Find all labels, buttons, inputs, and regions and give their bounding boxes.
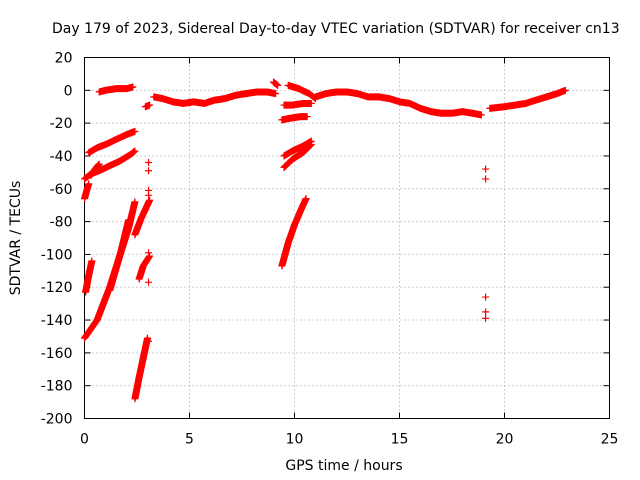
data-point bbox=[274, 81, 282, 89]
y-tick-label: 0 bbox=[64, 83, 73, 99]
data-point bbox=[145, 191, 153, 199]
data-point bbox=[302, 195, 310, 203]
data-segment-23 bbox=[482, 165, 490, 322]
x-tick-label: 0 bbox=[80, 432, 89, 448]
data-point bbox=[145, 278, 153, 286]
y-tick-label: -80 bbox=[50, 215, 73, 231]
data-segment-1 bbox=[141, 101, 154, 111]
data-segment-16 bbox=[131, 196, 154, 239]
data-point bbox=[482, 165, 490, 173]
y-tick-label: -20 bbox=[50, 116, 73, 132]
data-point bbox=[145, 159, 153, 167]
data-segment-11 bbox=[87, 160, 103, 180]
data-point bbox=[85, 180, 93, 188]
data-segment-9 bbox=[85, 127, 139, 157]
data-point bbox=[477, 111, 485, 119]
data-point bbox=[482, 175, 490, 183]
x-axis-label: GPS time / hours bbox=[285, 458, 402, 474]
axis-ticks bbox=[84, 57, 610, 419]
y-tick-label: -60 bbox=[50, 182, 73, 198]
y-tick-label: -160 bbox=[41, 346, 73, 362]
data-segment-17 bbox=[135, 252, 154, 283]
data-points bbox=[81, 78, 569, 403]
y-tick-label: -200 bbox=[41, 412, 73, 428]
data-point bbox=[303, 113, 311, 121]
data-point bbox=[144, 334, 151, 342]
x-tick-label: 15 bbox=[391, 432, 409, 448]
data-point bbox=[272, 90, 280, 98]
plot-frame bbox=[84, 57, 610, 419]
y-axis-label: SDTVAR / TECUs bbox=[8, 181, 24, 296]
data-point bbox=[129, 83, 137, 91]
y-tick-label: -100 bbox=[41, 247, 73, 263]
y-tick-label: -40 bbox=[50, 149, 73, 165]
data-point bbox=[146, 196, 154, 204]
y-tick-label: -140 bbox=[41, 313, 73, 329]
data-segment-15 bbox=[106, 198, 139, 295]
x-tick-label: 20 bbox=[496, 432, 514, 448]
data-segment-0 bbox=[95, 83, 137, 96]
x-tick-label: 25 bbox=[601, 432, 619, 448]
data-segment-13 bbox=[82, 257, 96, 296]
data-segment-8 bbox=[280, 99, 315, 109]
data-segment-19 bbox=[145, 159, 153, 345]
data-point bbox=[145, 167, 153, 175]
data-point bbox=[482, 308, 490, 316]
data-point bbox=[131, 147, 139, 155]
data-segment-7 bbox=[278, 113, 311, 124]
data-point bbox=[561, 86, 569, 94]
data-point bbox=[307, 137, 315, 145]
data-point bbox=[131, 198, 139, 206]
grid-lines bbox=[84, 57, 610, 419]
data-point bbox=[145, 249, 153, 257]
data-point bbox=[145, 337, 153, 345]
data-segment-6 bbox=[486, 86, 569, 112]
data-point bbox=[146, 101, 154, 109]
data-point bbox=[307, 99, 315, 107]
x-tick-label: 10 bbox=[286, 432, 304, 448]
data-point bbox=[482, 293, 490, 301]
data-segment-12 bbox=[81, 180, 93, 203]
chart-title: Day 179 of 2023, Sidereal Day-to-day VTE… bbox=[52, 21, 620, 37]
data-segment-3 bbox=[270, 78, 282, 89]
data-segment-4 bbox=[284, 81, 319, 103]
y-tick-label: 20 bbox=[55, 51, 73, 67]
y-tick-label: -120 bbox=[41, 280, 73, 296]
data-segment-22 bbox=[278, 195, 310, 270]
x-tick-labels: 0 5 10 15 20 25 bbox=[80, 432, 618, 448]
data-point bbox=[95, 160, 103, 168]
data-segment-5 bbox=[312, 88, 485, 119]
data-point bbox=[131, 127, 139, 135]
data-point bbox=[88, 257, 96, 265]
data-segment-18 bbox=[131, 334, 151, 403]
y-tick-label: -180 bbox=[41, 379, 73, 395]
y-tick-labels: 20 0 -20 -40 -60 -80 -100 -120 -140 -160 -180 -200 bbox=[41, 51, 73, 428]
data-segment-2 bbox=[150, 88, 280, 107]
data-point bbox=[482, 314, 490, 322]
data-segment-21 bbox=[280, 137, 315, 160]
data-point bbox=[146, 252, 154, 260]
x-tick-label: 5 bbox=[185, 432, 194, 448]
